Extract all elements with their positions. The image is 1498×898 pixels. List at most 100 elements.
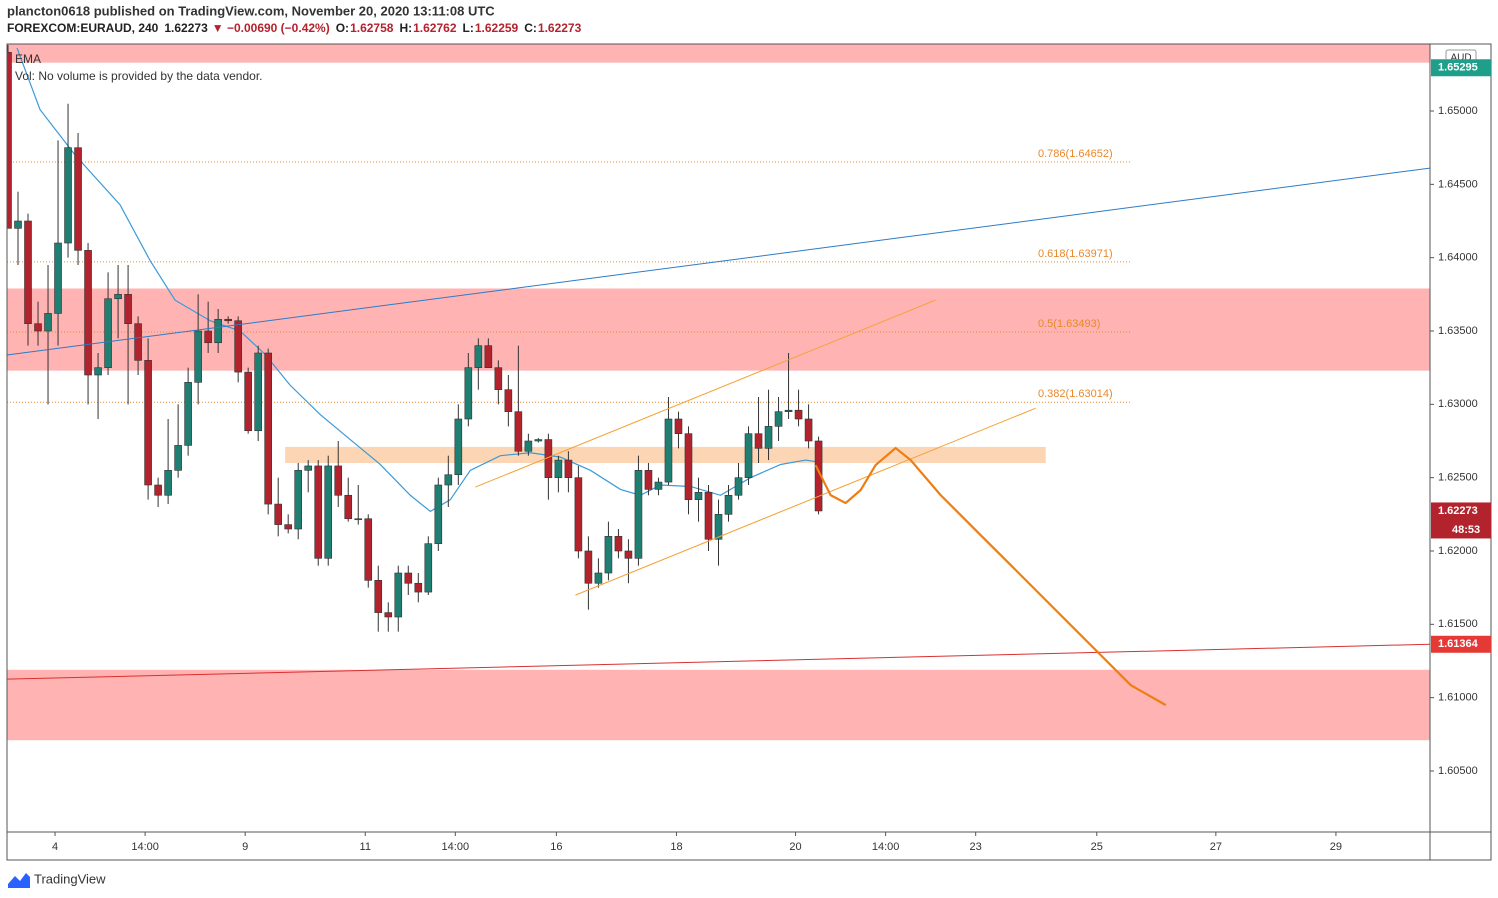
trendline [7, 643, 1430, 680]
candle-body [524, 440, 533, 452]
plot-area: 0.786(1.64652) 0.618(1.63971) 0.5(1.63493)… [7, 44, 1430, 741]
candle-body [204, 330, 212, 344]
candle-body [84, 250, 92, 376]
x-tick-label: 14:00 [442, 841, 470, 853]
candle-body [114, 294, 122, 300]
x-tick-label: 23 [970, 841, 982, 853]
candle-body [684, 433, 693, 500]
candle-body [724, 494, 733, 515]
y-tick-label: 1.63000 [1438, 398, 1478, 410]
legend-entry: EMA [15, 52, 41, 66]
candle-body [674, 418, 683, 434]
candle-body [434, 484, 443, 544]
candle-body [184, 382, 192, 446]
ohlc-value: 1.62273 [538, 21, 582, 35]
candle-body [194, 330, 202, 383]
byline: plancton0618 published on TradingView.co… [7, 3, 495, 18]
symbol: FOREXCOM:EURAUD, 240 [7, 21, 159, 35]
y-tick-label: 1.63500 [1438, 325, 1478, 337]
candle-body [754, 433, 763, 449]
candle-body [744, 433, 753, 478]
candle-body [444, 474, 453, 486]
candle-body [144, 360, 152, 486]
currency: AUD [1450, 53, 1471, 64]
candle-body [554, 459, 563, 478]
zone [7, 44, 1430, 63]
x-tick-label: 27 [1210, 841, 1222, 853]
candle-body [234, 320, 242, 373]
candle-body [64, 147, 72, 244]
y-tick-label: 1.64500 [1438, 178, 1478, 190]
legend-entry: Vol: No volume is provided by the data v… [15, 69, 262, 83]
candle-body [364, 518, 373, 581]
candle-body [174, 445, 182, 471]
ohlc-label: O: [336, 21, 349, 35]
candle-body [44, 313, 52, 332]
y-tick-label: 1.60500 [1438, 765, 1478, 777]
y-tick-label: 1.64000 [1438, 252, 1478, 264]
candle-body [624, 550, 633, 559]
x-tick-label: 29 [1330, 841, 1342, 853]
candle-body [304, 465, 313, 471]
candle-body [804, 418, 813, 442]
candle-body [224, 318, 232, 322]
price-label-box [1431, 635, 1491, 653]
candle-body [334, 465, 343, 496]
candle-body [464, 367, 473, 420]
candle-body [584, 550, 593, 584]
candle-body [74, 147, 82, 251]
candle-body [514, 411, 523, 452]
candle-body [154, 484, 162, 496]
candle-body [404, 572, 413, 584]
ohlc-label: L: [463, 21, 474, 35]
candle-body [314, 465, 323, 559]
candle-body [384, 612, 393, 618]
ohlc-label: H: [399, 21, 412, 35]
candle-body [594, 572, 603, 584]
candle-body [424, 543, 433, 593]
candle-body [374, 580, 383, 613]
fib-label: 0.786(1.64652) [1038, 148, 1113, 160]
candle-body [664, 418, 673, 483]
x-tick-label: 18 [670, 841, 682, 853]
candle-body [104, 298, 112, 368]
candle-body [124, 294, 132, 324]
candle-body [604, 536, 613, 574]
countdown: 48:53 [1452, 524, 1480, 536]
candle-body [704, 492, 713, 540]
trendline [575, 407, 1036, 596]
price-label-box [1431, 59, 1491, 77]
candle-body [734, 477, 743, 496]
ohlc-value: 1.62758 [350, 21, 394, 35]
candle-body [714, 514, 723, 540]
candle-body [454, 418, 463, 476]
candle-body [414, 582, 423, 593]
price-change: ▼ −0.00690 (−0.42%) [212, 21, 330, 35]
fib-label: 0.382(1.63014) [1038, 388, 1113, 400]
price-label: 1.62273 [1438, 505, 1478, 517]
candle-body [764, 426, 773, 449]
x-tick-label: 11 [360, 841, 371, 853]
candle-body [574, 477, 583, 552]
x-tick-label: 4 [52, 841, 58, 853]
candle-body [254, 352, 262, 432]
x-tick-label: 14:00 [872, 841, 900, 853]
candle-body [54, 242, 62, 314]
y-tick-label: 1.62500 [1438, 472, 1478, 484]
price-label: 1.61364 [1438, 638, 1479, 650]
fib-label: 0.618(1.63971) [1038, 248, 1113, 260]
candle-body [634, 470, 643, 559]
candle-body [774, 411, 783, 427]
candle-body [644, 470, 653, 490]
x-tick-label: 16 [550, 841, 562, 853]
candle-body [24, 220, 32, 324]
price-label: 1.65295 [1438, 62, 1478, 74]
candle-body [164, 470, 172, 496]
candle-body [294, 470, 303, 530]
footer-brand: TradingView [34, 871, 106, 886]
x-tick-label: 25 [1091, 841, 1103, 853]
candle-body [494, 367, 503, 390]
ohlc-value: 1.62259 [475, 21, 519, 35]
candle-body [784, 409, 793, 412]
